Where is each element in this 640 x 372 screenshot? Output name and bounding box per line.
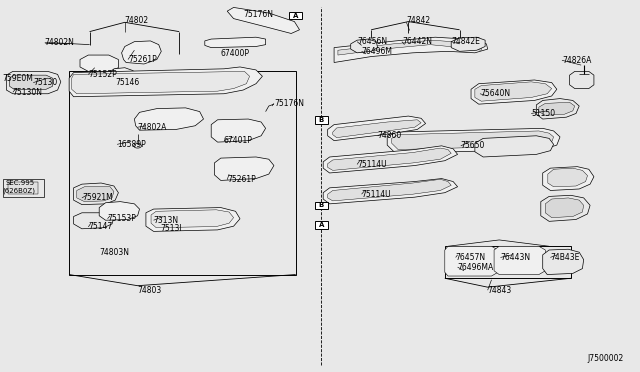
Polygon shape bbox=[543, 249, 584, 275]
Polygon shape bbox=[392, 131, 554, 150]
Text: 74826A: 74826A bbox=[562, 56, 591, 65]
Polygon shape bbox=[543, 167, 594, 190]
Text: 75114U: 75114U bbox=[362, 190, 391, 199]
Text: 75130: 75130 bbox=[33, 78, 58, 87]
Polygon shape bbox=[548, 168, 588, 187]
Text: 74843: 74843 bbox=[488, 286, 512, 295]
Polygon shape bbox=[475, 82, 552, 101]
Text: 67401P: 67401P bbox=[224, 136, 253, 145]
Text: 16589P: 16589P bbox=[117, 140, 146, 149]
Polygon shape bbox=[146, 208, 240, 231]
Polygon shape bbox=[539, 102, 575, 115]
Polygon shape bbox=[494, 246, 545, 275]
Polygon shape bbox=[387, 128, 560, 153]
Text: J7500002: J7500002 bbox=[588, 354, 624, 363]
Polygon shape bbox=[328, 148, 451, 170]
Text: 74860: 74860 bbox=[378, 131, 402, 140]
Polygon shape bbox=[351, 39, 378, 53]
Text: 75146: 75146 bbox=[115, 78, 140, 87]
Polygon shape bbox=[151, 210, 234, 228]
Text: 75176N: 75176N bbox=[274, 99, 304, 108]
FancyBboxPatch shape bbox=[289, 12, 302, 19]
Polygon shape bbox=[134, 108, 204, 130]
Polygon shape bbox=[110, 68, 134, 81]
Polygon shape bbox=[10, 75, 52, 89]
Text: 76442N: 76442N bbox=[402, 37, 432, 46]
Polygon shape bbox=[227, 7, 300, 33]
Polygon shape bbox=[536, 99, 579, 119]
Text: 74803: 74803 bbox=[138, 286, 162, 295]
Text: B: B bbox=[319, 117, 324, 123]
Polygon shape bbox=[451, 37, 485, 51]
Polygon shape bbox=[99, 202, 140, 220]
Text: 75114U: 75114U bbox=[357, 160, 387, 169]
Polygon shape bbox=[328, 179, 451, 201]
Polygon shape bbox=[74, 183, 118, 205]
Text: 759E0M: 759E0M bbox=[2, 74, 33, 83]
Text: 76443N: 76443N bbox=[500, 253, 531, 262]
Polygon shape bbox=[541, 195, 590, 221]
Polygon shape bbox=[214, 157, 274, 180]
Polygon shape bbox=[334, 37, 488, 62]
Text: 75921M: 75921M bbox=[82, 193, 113, 202]
Text: 75640N: 75640N bbox=[480, 89, 510, 98]
Polygon shape bbox=[211, 119, 266, 142]
Text: 75650: 75650 bbox=[461, 141, 485, 150]
Text: 75130N: 75130N bbox=[13, 88, 43, 97]
Text: 75261P: 75261P bbox=[227, 175, 256, 184]
Polygon shape bbox=[338, 40, 481, 55]
FancyBboxPatch shape bbox=[315, 116, 328, 124]
Text: B: B bbox=[319, 202, 324, 208]
Polygon shape bbox=[475, 136, 554, 157]
Text: (626B0Z): (626B0Z) bbox=[2, 187, 35, 194]
Text: 51150: 51150 bbox=[531, 109, 556, 118]
Polygon shape bbox=[80, 55, 118, 71]
Text: 75153P: 75153P bbox=[108, 214, 136, 223]
Polygon shape bbox=[333, 120, 421, 138]
Polygon shape bbox=[323, 179, 458, 204]
Polygon shape bbox=[445, 246, 498, 276]
FancyBboxPatch shape bbox=[315, 221, 328, 229]
Text: SEC.995: SEC.995 bbox=[5, 180, 35, 186]
Text: 74842: 74842 bbox=[406, 16, 431, 25]
Text: 74802A: 74802A bbox=[138, 123, 167, 132]
Text: 7513I: 7513I bbox=[160, 224, 182, 233]
Text: 74803N: 74803N bbox=[99, 248, 129, 257]
Polygon shape bbox=[8, 182, 38, 194]
FancyBboxPatch shape bbox=[315, 202, 328, 209]
Text: 76456N: 76456N bbox=[357, 37, 387, 46]
Polygon shape bbox=[471, 80, 557, 104]
Text: 75147: 75147 bbox=[88, 222, 113, 231]
Polygon shape bbox=[6, 71, 61, 94]
Polygon shape bbox=[77, 187, 114, 202]
Polygon shape bbox=[122, 41, 161, 64]
Polygon shape bbox=[328, 116, 426, 141]
Polygon shape bbox=[74, 213, 114, 229]
Text: 67400P: 67400P bbox=[221, 49, 250, 58]
Polygon shape bbox=[205, 37, 266, 48]
Text: 75152P: 75152P bbox=[88, 70, 117, 79]
Polygon shape bbox=[545, 198, 584, 218]
Text: A: A bbox=[319, 222, 324, 228]
Polygon shape bbox=[570, 71, 594, 89]
Text: 75261P: 75261P bbox=[128, 55, 157, 64]
Text: 76457N: 76457N bbox=[456, 253, 486, 262]
Text: A: A bbox=[293, 13, 298, 19]
Text: 74B43E: 74B43E bbox=[550, 253, 580, 262]
Text: 74802N: 74802N bbox=[45, 38, 75, 47]
Polygon shape bbox=[69, 67, 262, 97]
Text: 75176N: 75176N bbox=[243, 10, 273, 19]
Text: 74842E: 74842E bbox=[451, 37, 480, 46]
Polygon shape bbox=[72, 71, 250, 94]
Polygon shape bbox=[323, 146, 458, 173]
Text: 7313N: 7313N bbox=[154, 216, 179, 225]
Text: 76496MA: 76496MA bbox=[458, 263, 494, 272]
Text: 76496M: 76496M bbox=[362, 47, 392, 56]
Text: 74802: 74802 bbox=[125, 16, 149, 25]
